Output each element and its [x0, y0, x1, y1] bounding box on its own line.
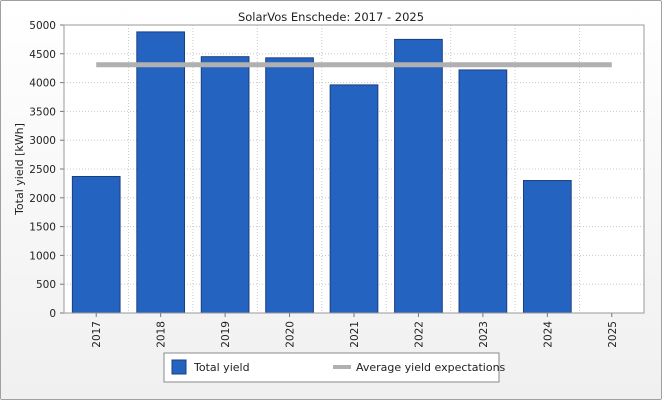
- y-tick-label: 4000: [29, 78, 56, 90]
- legend: Total yield Average yield expectations: [163, 352, 506, 383]
- legend-label-average-yield: Average yield expectations: [356, 361, 506, 374]
- legend-label-total-yield: Total yield: [193, 361, 250, 374]
- y-tick-label: 5000: [29, 20, 56, 32]
- x-tick-label: 2019: [220, 321, 232, 348]
- legend-box: [163, 352, 500, 383]
- y-tick-label: 0: [49, 308, 56, 320]
- x-tick-label: 2023: [478, 321, 490, 348]
- y-tick-label: 2500: [29, 164, 56, 176]
- x-tick-label: 2017: [91, 321, 103, 348]
- y-tick-label: 500: [36, 279, 56, 291]
- x-tick-label: 2018: [156, 321, 168, 348]
- legend-swatch-total-yield: [171, 359, 187, 375]
- legend-swatch-average-yield: [333, 365, 351, 369]
- chart-title: SolarVos Enschede: 2017 - 2025: [238, 10, 424, 24]
- x-tick-label: 2021: [349, 321, 361, 348]
- y-tick-label: 2000: [29, 193, 56, 205]
- y-tick-label: 1000: [29, 250, 56, 262]
- y-tick-label: 1500: [29, 222, 56, 234]
- bar-2020: [265, 57, 314, 314]
- bar-2024: [522, 180, 572, 314]
- y-axis-label: Total yield [kWh]: [13, 123, 26, 216]
- bar-2019: [200, 56, 250, 314]
- x-tick-label: 2020: [285, 321, 297, 348]
- bar-2017: [71, 175, 121, 314]
- y-tick-label: 4500: [29, 49, 56, 61]
- y-tick-label: 3000: [29, 135, 56, 147]
- bar-2022: [394, 38, 443, 314]
- plot-area: 0 500 1000 1500 2000 2500 3000 3500 4000 4500 5000…: [29, 20, 645, 348]
- x-tick-label: 2022: [413, 321, 425, 348]
- y-tick-label: 3500: [29, 106, 56, 118]
- bar-2021: [329, 84, 379, 314]
- x-tick-label: 2025: [607, 321, 619, 348]
- bar-2023: [458, 69, 508, 314]
- x-tick-label: 2024: [542, 321, 554, 348]
- bar-2018: [136, 31, 186, 314]
